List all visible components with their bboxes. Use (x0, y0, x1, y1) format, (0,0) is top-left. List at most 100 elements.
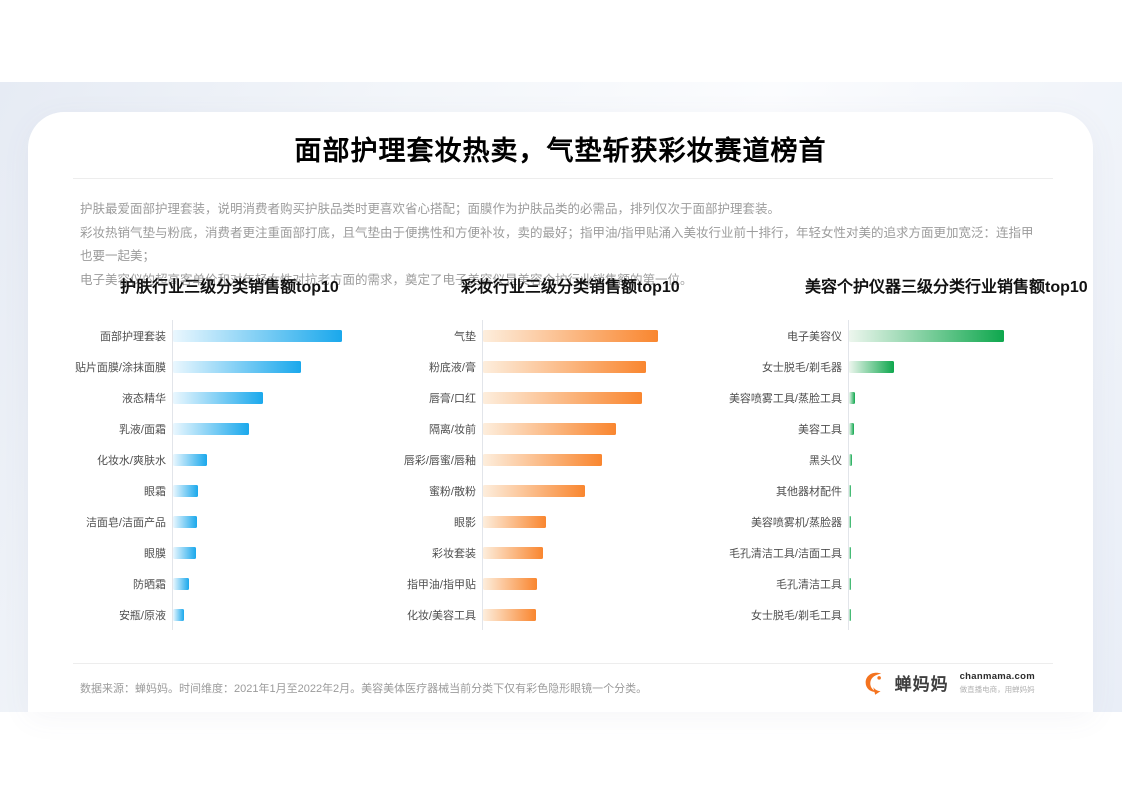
bar (849, 453, 853, 466)
category-label: 电子美容仪 (787, 330, 842, 343)
plot-area (172, 320, 342, 351)
chart-row: 安瓶/原液 (63, 599, 342, 630)
chart-title: 彩妆行业三级分类销售额top10 (461, 279, 680, 296)
chart-row: 唇彩/唇蜜/唇釉 (373, 444, 680, 475)
chart-row: 彩妆套装 (373, 537, 680, 568)
plot-area (848, 413, 1004, 444)
plot-area (172, 506, 342, 537)
chart-row: 美容工具 (727, 413, 1088, 444)
category-label: 化妆/美容工具 (406, 609, 476, 622)
chart-row: 化妆水/爽肤水 (63, 444, 342, 475)
bar (849, 577, 851, 590)
category-label: 美容喷雾工具/蒸脸工具 (728, 392, 842, 405)
chart-row: 隔离/妆前 (373, 413, 680, 444)
chart-row: 女士脱毛/剃毛器 (727, 351, 1088, 382)
chart-row: 贴片面膜/涂抹面膜 (63, 351, 342, 382)
category-label: 液态精华 (122, 392, 166, 405)
plot-area (172, 475, 342, 506)
plot-area (172, 382, 342, 413)
description-line: 护肤最爱面部护理套装，说明消费者购买护肤品类时更喜欢省心搭配；面膜作为护肤品类的… (80, 202, 781, 216)
plot-area (172, 351, 342, 382)
category-label: 黑头仪 (809, 454, 842, 467)
chart-row: 其他器材配件 (727, 475, 1088, 506)
chart-row: 气垫 (373, 320, 680, 351)
chart-row: 指甲油/指甲贴 (373, 568, 680, 599)
plot-area (172, 599, 342, 630)
plot-area (848, 382, 1004, 413)
bar (483, 546, 543, 559)
bar (483, 577, 538, 590)
bar (849, 546, 852, 559)
chart-row: 毛孔清洁工具/洁面工具 (727, 537, 1088, 568)
plot-area (848, 568, 1004, 599)
bar (173, 546, 196, 559)
data-source-note: 数据来源：蝉妈妈。时间维度：2021年1月至2022年2月。美容美体医疗器械当前… (80, 683, 648, 695)
plot-area (172, 568, 342, 599)
brand-domain: chanmama.com (959, 670, 1035, 682)
category-label: 女士脱毛/剃毛器 (761, 361, 842, 374)
bar (849, 608, 851, 621)
chart-row: 防晒霜 (63, 568, 342, 599)
chart-row: 眼膜 (63, 537, 342, 568)
plot-area (482, 475, 658, 506)
category-label: 毛孔清洁工具 (776, 578, 842, 591)
plot-area (848, 506, 1004, 537)
beauty-device-top10-chart: 美容个护仪器三级分类行业销售额top10 电子美容仪女士脱毛/剃毛器美容喷雾工具… (727, 278, 1088, 630)
chart-row: 面部护理套装 (63, 320, 342, 351)
chart-row: 液态精华 (63, 382, 342, 413)
bar (173, 608, 184, 621)
category-label: 其他器材配件 (776, 485, 842, 498)
plot-area (482, 444, 658, 475)
brand-name: 蝉妈妈 (894, 675, 949, 694)
category-label: 洁面皂/洁面产品 (85, 516, 166, 529)
plot-area (482, 382, 658, 413)
bar (173, 577, 190, 590)
chart-title: 美容个护仪器三级分类行业销售额top10 (805, 279, 1088, 296)
plot-area (848, 475, 1004, 506)
bar (483, 484, 585, 497)
plot-area (482, 568, 658, 599)
bar (173, 484, 199, 497)
category-label: 蜜粉/散粉 (428, 485, 476, 498)
report-card: 面部护理套妆热卖，气垫斩获彩妆赛道榜首 护肤最爱面部护理套装，说明消费者购买护肤… (28, 112, 1093, 712)
bar (849, 329, 1004, 342)
chart-row: 粉底液/膏 (373, 351, 680, 382)
chart-row: 眼影 (373, 506, 680, 537)
bar (849, 422, 854, 435)
chart-row: 美容喷雾机/蒸脸器 (727, 506, 1088, 537)
bar (483, 391, 643, 404)
chart-title: 护肤行业三级分类销售额top10 (120, 279, 339, 296)
category-label: 乳液/面霜 (118, 423, 166, 436)
chart-row: 女士脱毛/剃毛工具 (727, 599, 1088, 630)
category-label: 化妆水/爽肤水 (96, 454, 166, 467)
category-label: 眼影 (454, 516, 476, 529)
category-label: 彩妆套装 (432, 547, 476, 560)
bar (483, 422, 616, 435)
bar (849, 360, 894, 373)
brand-wordmark: chanmama.com 做直播电商，用蝉妈妈 (960, 671, 1035, 695)
brand-block: 蝉妈妈 chanmama.com 做直播电商，用蝉妈妈 (861, 669, 1035, 696)
chart-row: 乳液/面霜 (63, 413, 342, 444)
bar (173, 453, 207, 466)
chart-rows: 电子美容仪女士脱毛/剃毛器美容喷雾工具/蒸脸工具美容工具黑头仪其他器材配件美容喷… (727, 320, 1088, 630)
chart-row: 唇膏/口红 (373, 382, 680, 413)
category-label: 唇膏/口红 (428, 392, 476, 405)
bar (173, 360, 302, 373)
description-line: 彩妆热销气垫与粉底，消费者更注重面部打底，且气垫由于便携性和方便补妆，卖的最好；… (80, 225, 1034, 264)
chart-rows: 气垫粉底液/膏唇膏/口红隔离/妆前 唇彩/唇蜜/唇釉蜜粉/散粉眼影彩妆套装指甲油/… (373, 320, 680, 630)
category-label: 粉底液/膏 (428, 361, 476, 374)
plot-area (172, 444, 342, 475)
category-label: 眼霜 (144, 485, 166, 498)
category-label: 安瓶/原液 (118, 609, 166, 622)
chart-row: 黑头仪 (727, 444, 1088, 475)
category-label: 美容工具 (798, 423, 842, 436)
chart-row: 毛孔清洁工具 (727, 568, 1088, 599)
bar (483, 360, 646, 373)
plot-area (848, 537, 1004, 568)
category-label: 毛孔清洁工具/洁面工具 (728, 547, 842, 560)
bar (483, 453, 602, 466)
title-divider (73, 178, 1053, 179)
plot-area (482, 413, 658, 444)
skincare-top10-chart: 护肤行业三级分类销售额top10 面部护理套装 贴片面膜/涂抹面膜液态精华乳液/面… (63, 278, 342, 630)
category-label: 美容喷雾机/蒸脸器 (750, 516, 842, 529)
